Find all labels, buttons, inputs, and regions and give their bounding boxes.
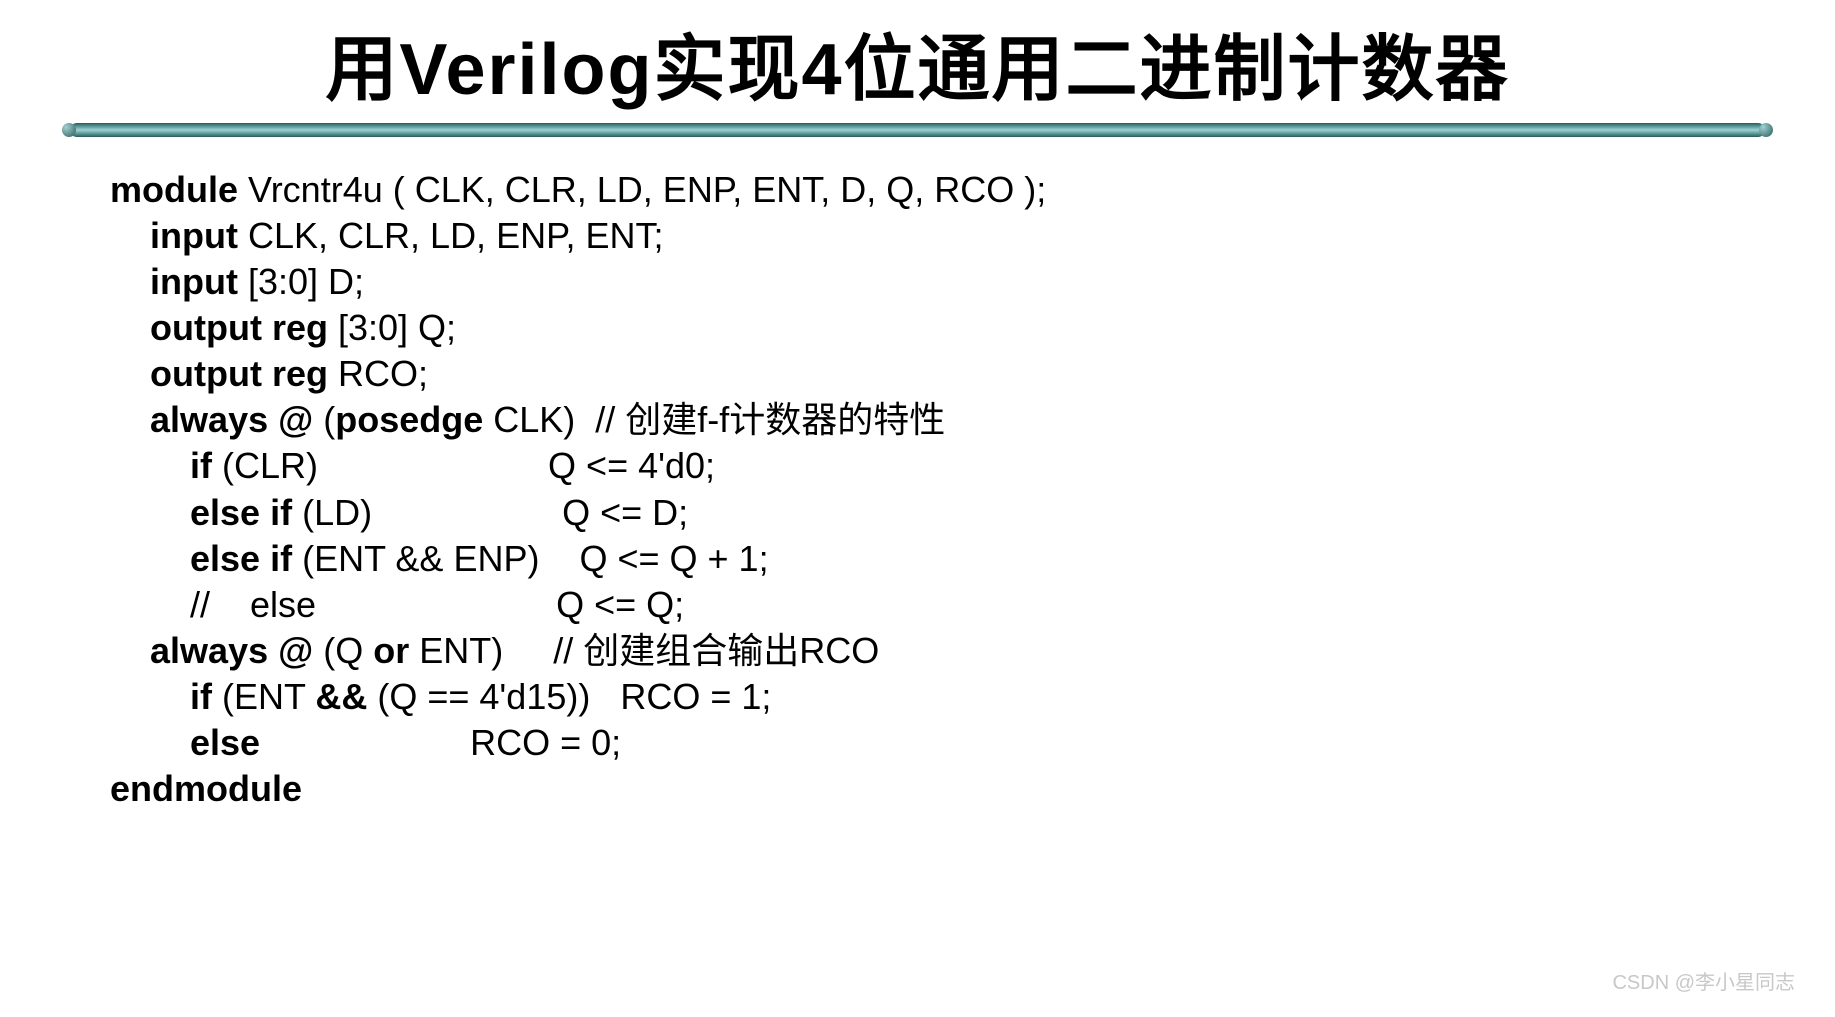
slide-title: 用Verilog实现4位通用二进制计数器 — [60, 10, 1775, 115]
code-segment: endmodule — [110, 768, 302, 809]
code-segment: RCO; — [338, 353, 428, 394]
code-segment: Vrcntr4u ( CLK, CLR, LD, ENP, ENT, D, Q,… — [248, 169, 1046, 210]
code-segment: (Q == 4'd15)) RCO = 1; — [377, 676, 771, 717]
code-line: else if (LD) Q <= D; — [110, 490, 1775, 536]
code-segment: RCO = 0; — [470, 722, 621, 763]
code-segment: [3:0] D; — [248, 261, 364, 302]
title-divider — [70, 123, 1765, 137]
code-segment: module — [110, 169, 248, 210]
divider-container — [60, 123, 1775, 137]
code-line: else RCO = 0; — [110, 720, 1775, 766]
code-segment: ENT) // 创建组合输出RCO — [419, 630, 879, 671]
code-segment: or — [373, 630, 419, 671]
code-segment: if — [190, 445, 222, 486]
code-line: input [3:0] D; — [110, 259, 1775, 305]
code-line: input CLK, CLR, LD, ENP, ENT; — [110, 213, 1775, 259]
code-line: output reg RCO; — [110, 351, 1775, 397]
code-segment: CLK, CLR, LD, ENP, ENT; — [248, 215, 663, 256]
code-segment: [3:0] Q; — [338, 307, 456, 348]
code-line: always @ (Q or ENT) // 创建组合输出RCO — [110, 628, 1775, 674]
code-segment: if — [190, 676, 222, 717]
watermark-text: CSDN @李小星同志 — [1612, 966, 1795, 995]
code-segment: output reg — [150, 353, 338, 394]
code-block: module Vrcntr4u ( CLK, CLR, LD, ENP, ENT… — [60, 167, 1775, 812]
code-line: if (CLR) Q <= 4'd0; — [110, 443, 1775, 489]
code-segment: // else Q <= Q; — [190, 584, 684, 625]
code-line: else if (ENT && ENP) Q <= Q + 1; — [110, 536, 1775, 582]
code-segment: (ENT && ENP) Q <= Q + 1; — [302, 538, 769, 579]
code-segment: (Q — [323, 630, 373, 671]
code-line: module Vrcntr4u ( CLK, CLR, LD, ENP, ENT… — [110, 167, 1775, 213]
code-segment: else if — [190, 492, 302, 533]
code-segment: posedge — [335, 399, 493, 440]
code-segment: CLK) // 创建f-f计数器的特性 — [493, 399, 945, 440]
code-segment: ( — [323, 399, 335, 440]
code-segment: output reg — [150, 307, 338, 348]
code-line: endmodule — [110, 766, 1775, 812]
code-segment: always @ — [150, 630, 323, 671]
code-segment: (LD) Q <= D; — [302, 492, 688, 533]
code-segment: always @ — [150, 399, 323, 440]
code-line: output reg [3:0] Q; — [110, 305, 1775, 351]
code-line: if (ENT && (Q == 4'd15)) RCO = 1; — [110, 674, 1775, 720]
code-segment: input — [150, 215, 248, 256]
code-segment: (ENT — [222, 676, 315, 717]
code-segment: else — [190, 722, 470, 763]
code-segment: input — [150, 261, 248, 302]
code-line: always @ (posedge CLK) // 创建f-f计数器的特性 — [110, 397, 1775, 443]
code-segment: else if — [190, 538, 302, 579]
code-line: // else Q <= Q; — [110, 582, 1775, 628]
slide-container: 用Verilog实现4位通用二进制计数器 module Vrcntr4u ( C… — [0, 0, 1835, 812]
code-segment: (CLR) Q <= 4'd0; — [222, 445, 715, 486]
code-segment: && — [315, 676, 377, 717]
